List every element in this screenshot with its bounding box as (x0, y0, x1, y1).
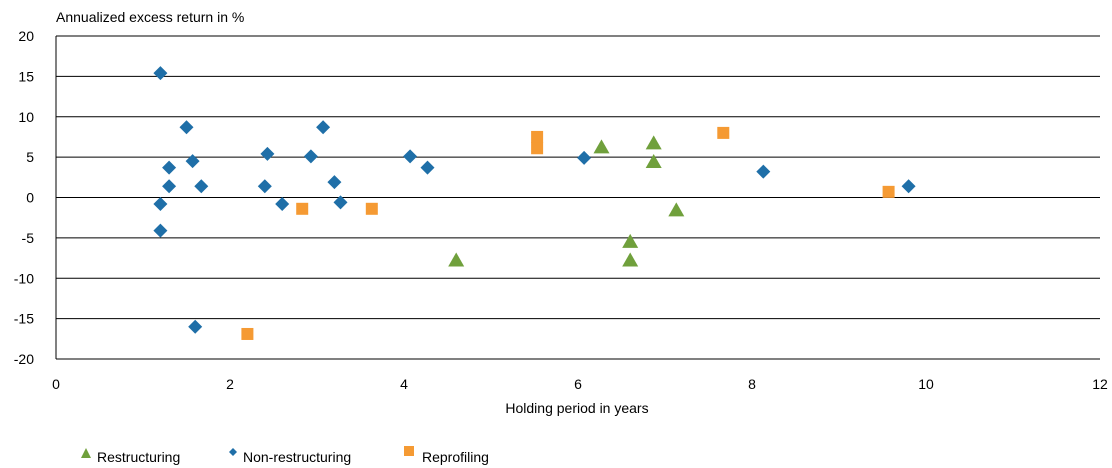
data-point-non-restructuring (194, 179, 209, 194)
data-point-restructuring (622, 233, 639, 248)
data-point-non-restructuring (327, 175, 342, 190)
data-point-non-restructuring (577, 150, 592, 165)
x-tick-labels: 0 2 4 6 8 10 12 (52, 376, 1108, 392)
data-point-reprofiling (365, 202, 378, 215)
data-point-restructuring (448, 252, 465, 267)
data-point-reprofiling (296, 202, 309, 215)
data-point-non-restructuring (901, 179, 916, 194)
data-point-non-restructuring (260, 146, 275, 161)
y-tick-label: -15 (14, 311, 34, 327)
data-point-non-restructuring (153, 196, 168, 211)
x-tick-label: 12 (1092, 376, 1108, 392)
data-point-non-restructuring (303, 149, 318, 164)
y-tick-label: 0 (26, 190, 34, 206)
data-point-reprofiling (531, 142, 544, 155)
y-tick-label: 15 (18, 68, 34, 84)
data-point-non-restructuring (179, 120, 194, 135)
y-axis-title: Annualized excess return in % (56, 9, 244, 25)
legend: Restructuring Non-restructuring Reprofil… (81, 446, 489, 465)
data-point-restructuring (645, 153, 662, 168)
data-point-non-restructuring (756, 164, 771, 179)
data-point-non-restructuring (403, 149, 418, 164)
square-marker-icon (404, 446, 414, 456)
data-point-restructuring (593, 139, 610, 154)
x-tick-label: 10 (918, 376, 934, 392)
data-point-restructuring (668, 202, 685, 217)
data-point-reprofiling (531, 130, 544, 143)
data-point-non-restructuring (188, 319, 203, 334)
data-point-non-restructuring (162, 160, 177, 175)
x-tick-label: 2 (226, 376, 234, 392)
data-point-non-restructuring (185, 154, 200, 169)
data-point-non-restructuring (275, 196, 290, 211)
x-tick-label: 8 (748, 376, 756, 392)
data-point-non-restructuring (316, 120, 331, 135)
y-tick-label: 20 (18, 28, 34, 44)
x-tick-label: 6 (574, 376, 582, 392)
legend-label-reprofiling: Reprofiling (422, 449, 489, 465)
x-tick-label: 4 (400, 376, 408, 392)
data-point-reprofiling (241, 327, 254, 340)
y-tick-labels: 20 15 10 5 0 -5 -10 -15 -20 (14, 28, 34, 367)
y-tick-label: -10 (14, 270, 34, 286)
data-point-non-restructuring (420, 160, 435, 175)
legend-item-non-restructuring: Non-restructuring (229, 448, 351, 465)
data-point-non-restructuring (153, 223, 168, 238)
legend-item-restructuring: Restructuring (81, 448, 180, 465)
gridlines (56, 35, 1100, 360)
data-point-restructuring (622, 252, 639, 267)
data-point-restructuring (645, 135, 662, 150)
data-point-reprofiling (882, 185, 895, 198)
y-tick-label: -20 (14, 351, 34, 367)
x-axis-title: Holding period in years (505, 400, 648, 416)
data-points (153, 66, 916, 340)
y-tick-label: 10 (18, 109, 34, 125)
data-point-reprofiling (717, 126, 730, 139)
data-point-non-restructuring (333, 195, 348, 210)
legend-label-non-restructuring: Non-restructuring (243, 449, 351, 465)
data-point-non-restructuring (257, 179, 272, 194)
legend-label-restructuring: Restructuring (97, 449, 180, 465)
legend-item-reprofiling: Reprofiling (404, 446, 489, 465)
x-tick-label: 0 (52, 376, 60, 392)
data-point-non-restructuring (162, 179, 177, 194)
diamond-marker-icon (229, 448, 237, 456)
y-tick-label: -5 (22, 230, 35, 246)
y-tick-label: 5 (26, 149, 34, 165)
triangle-marker-icon (81, 448, 91, 458)
data-point-non-restructuring (153, 66, 168, 81)
